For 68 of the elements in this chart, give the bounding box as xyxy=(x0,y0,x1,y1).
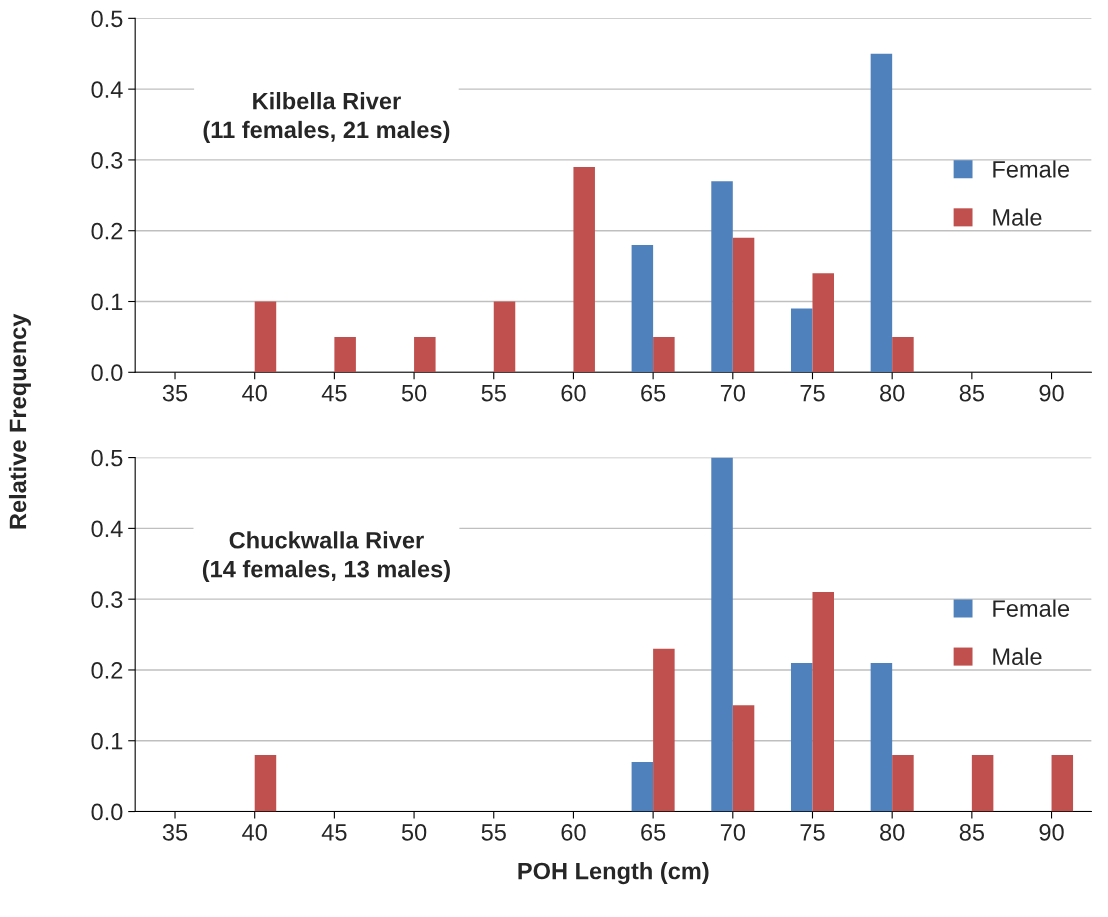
x-tick-label: 70 xyxy=(720,384,746,402)
x-tick-label: 70 xyxy=(720,823,746,841)
bar xyxy=(653,336,675,373)
x-tick-label: 60 xyxy=(561,384,586,402)
x-tick-label: 45 xyxy=(321,824,347,841)
bar xyxy=(631,244,654,373)
y-tick-label: 0.2 xyxy=(91,662,123,679)
legend-label: Male xyxy=(993,208,1042,226)
y-tick-label: 0.4 xyxy=(91,81,123,98)
y-axis-title: Relative Frequency xyxy=(8,313,31,529)
bar xyxy=(573,167,595,373)
x-tick-label: 55 xyxy=(481,824,506,841)
bar xyxy=(812,592,834,812)
y-tick-label: 0.5 xyxy=(91,10,123,28)
x-tick-label: 35 xyxy=(162,384,188,402)
x-tick-label: 50 xyxy=(401,384,427,402)
y-tick-label: 0.4 xyxy=(91,520,123,538)
bar xyxy=(790,308,813,373)
x-tick-label: 55 xyxy=(481,384,506,402)
x-tick-label: 60 xyxy=(561,823,586,841)
annotation: Chuckwalla River (14 females, 13 males) xyxy=(202,531,450,583)
bar xyxy=(870,53,893,373)
x-tick-label: 45 xyxy=(321,384,347,402)
y-tick-label: 0.3 xyxy=(91,151,123,169)
bar xyxy=(254,301,277,373)
x-tick-label: 40 xyxy=(242,823,267,841)
annotation: Kilbella River (11 females, 21 males) xyxy=(203,92,450,143)
bar xyxy=(892,336,914,373)
bar xyxy=(653,648,675,812)
bar xyxy=(414,336,436,373)
x-tick-label: 75 xyxy=(800,384,825,402)
x-tick-label: 80 xyxy=(880,384,905,402)
x-tick-label: 50 xyxy=(401,823,427,841)
x-tick-label: 75 xyxy=(800,824,825,841)
x-tick-label: 90 xyxy=(1039,384,1064,402)
legend-label: Female xyxy=(993,599,1070,617)
bar xyxy=(711,181,733,373)
x-tick-label: 65 xyxy=(641,823,666,841)
y-tick-label: 0.3 xyxy=(91,591,123,608)
bar xyxy=(870,662,893,812)
bar xyxy=(334,336,356,373)
y-tick-label: 0.1 xyxy=(91,732,123,750)
x-tick-label: 85 xyxy=(959,823,984,841)
x-tick-label: 65 xyxy=(641,384,666,402)
x-tick-label: 40 xyxy=(242,384,267,402)
x-tick-label: 80 xyxy=(880,823,905,841)
y-tick-label: 0.5 xyxy=(91,449,123,467)
y-tick-label: 0.2 xyxy=(91,222,123,240)
bar xyxy=(711,457,733,812)
bar xyxy=(493,301,516,373)
bar xyxy=(812,273,834,373)
bar xyxy=(790,662,813,812)
y-tick-label: 0.1 xyxy=(91,293,123,311)
bar xyxy=(631,761,654,812)
bar xyxy=(254,754,277,812)
bar xyxy=(1051,754,1074,812)
legend-label: Male xyxy=(993,647,1042,666)
bar xyxy=(732,237,755,373)
bar xyxy=(892,754,914,812)
y-tick-label: 0.0 xyxy=(91,364,123,382)
x-tick-label: 90 xyxy=(1039,823,1064,841)
y-tick-label: 0.0 xyxy=(91,803,123,821)
x-axis-title: POH Length (cm) xyxy=(518,862,709,885)
x-tick-label: 85 xyxy=(959,384,984,402)
x-tick-label: 35 xyxy=(162,823,188,841)
bar xyxy=(732,705,755,812)
legend-label: Female xyxy=(993,160,1070,178)
bar xyxy=(971,754,994,812)
